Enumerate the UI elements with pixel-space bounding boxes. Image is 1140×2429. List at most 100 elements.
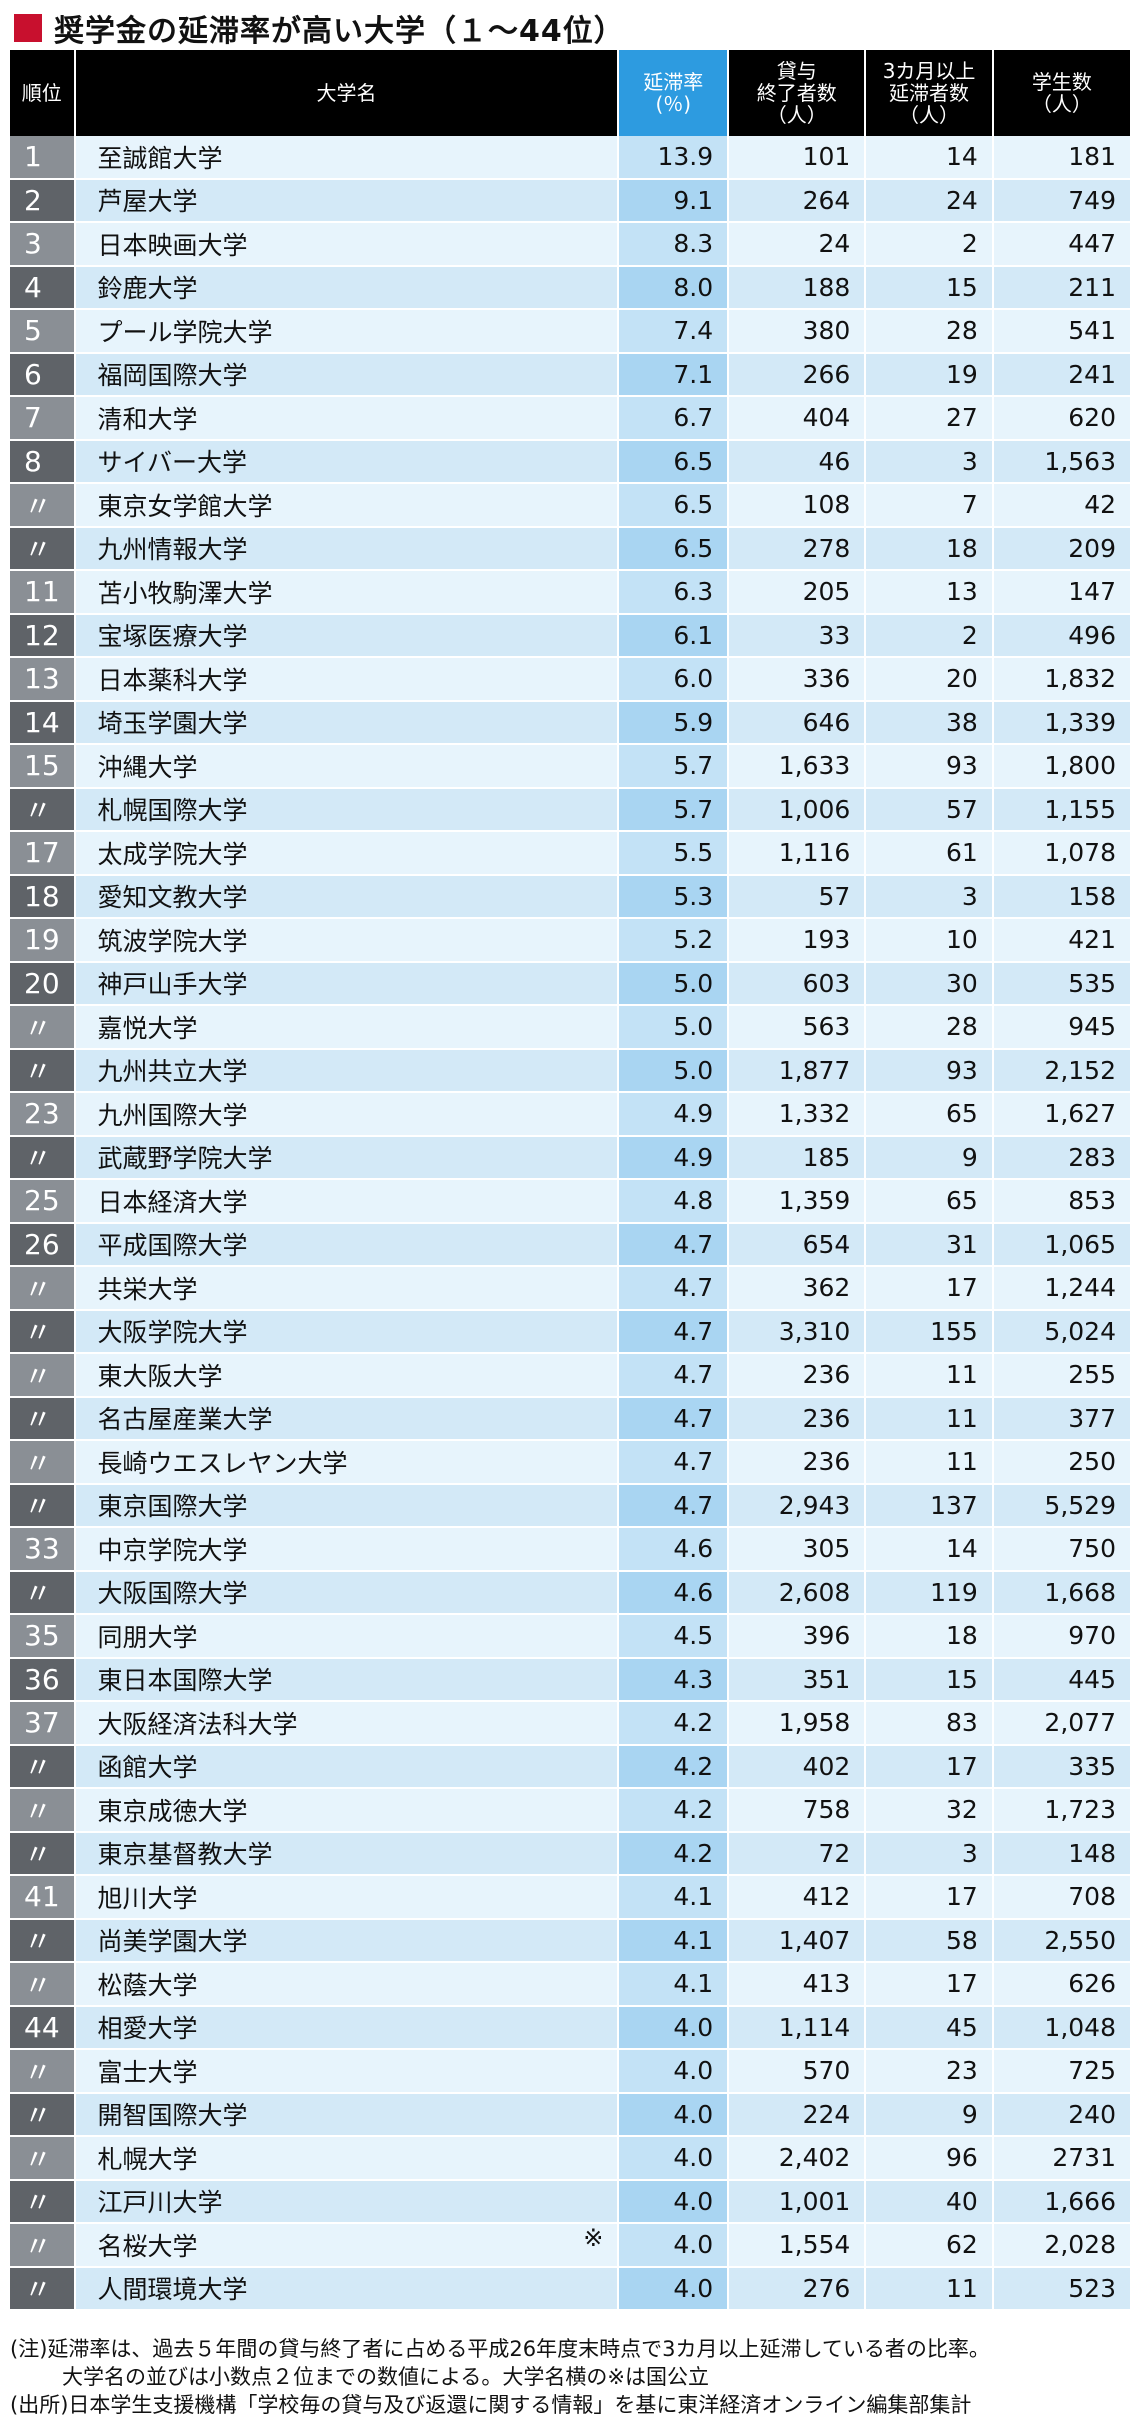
rank-cell-text: 18 — [24, 879, 60, 913]
rank-cell-text: 23 — [24, 1097, 60, 1131]
loan-finished-count-cell-text: 351 — [802, 1664, 851, 1694]
student-count-cell-text: 1,666 — [1044, 2186, 1116, 2216]
student-count-cell-text: 620 — [1068, 403, 1116, 433]
delinquency-rate-cell: 6.0 — [618, 657, 730, 702]
rank-cell: 〃 — [10, 1396, 76, 1441]
student-count-cell-text: 1,244 — [1044, 1273, 1116, 1303]
delinquent-count-cell-text: 93 — [945, 1055, 978, 1085]
student-count-cell-text: 2731 — [1052, 2143, 1116, 2173]
delinquent-count-cell: 10 — [865, 918, 994, 963]
loan-finished-count-cell-text: 654 — [802, 1229, 851, 1259]
student-count-cell: 377 — [992, 1396, 1130, 1441]
student-count-cell: 1,832 — [992, 657, 1130, 702]
loan-finished-count-cell-text: 57 — [818, 881, 851, 911]
delinquency-rate-cell: 6.1 — [618, 613, 730, 658]
rank-cell: 〃 — [10, 2266, 76, 2311]
loan-finished-count-cell-text: 603 — [802, 968, 851, 998]
delinquency-rate-cell-text: 5.7 — [673, 794, 714, 824]
table-row: 2 芦屋大学 9.1 264 24 749 — [10, 178, 1130, 223]
delinquency-rate-cell: 8.0 — [618, 265, 730, 310]
student-count-cell-text: 5,024 — [1044, 1316, 1116, 1346]
rank-cell: 11 — [10, 570, 76, 615]
table-row: 〃 東大阪大学 4.7 236 11 255 — [10, 1353, 1130, 1398]
university-name-cell: 平成国際大学 — [74, 1222, 620, 1267]
university-name-cell-text: 東京国際大学 — [97, 1492, 248, 1522]
table-row: 18 愛知文教大学 5.3 57 3 158 — [10, 874, 1130, 919]
table-row: 14 埼玉学園大学 5.9 646 38 1,339 — [10, 700, 1130, 745]
student-count-cell: 1,155 — [992, 787, 1130, 832]
university-name-cell-text: 芦屋大学 — [97, 187, 198, 217]
university-name-cell-text: 大阪学院大学 — [97, 1318, 248, 1348]
loan-finished-count-cell: 1,359 — [728, 1179, 867, 1224]
rank-cell-text: 〃 — [24, 1925, 53, 1959]
rank-cell-text: 〃 — [24, 2055, 53, 2089]
university-name-cell: 日本経済大学 — [74, 1179, 620, 1224]
student-count-cell-text: 240 — [1068, 2099, 1116, 2129]
university-name-cell: 日本薬科大学 — [74, 657, 620, 702]
delinquency-rate-cell: 13.9 — [618, 136, 730, 180]
rank-cell: 〃 — [10, 1962, 76, 2007]
student-count-cell: 708 — [992, 1875, 1130, 1920]
student-count-cell: 1,048 — [992, 2005, 1130, 2050]
student-count-cell: 148 — [992, 1831, 1130, 1876]
delinquent-count-cell: 15 — [865, 1657, 994, 1702]
student-count-cell-text: 496 — [1068, 620, 1116, 650]
university-name-cell-text: 函館大学 — [97, 1753, 198, 1783]
rank-cell-text: 14 — [24, 705, 60, 739]
delinquency-rate-cell: 6.3 — [618, 570, 730, 615]
student-count-cell-text: 2,550 — [1044, 1925, 1116, 1955]
rank-cell: 〃 — [10, 2092, 76, 2137]
delinquent-count-cell: 96 — [865, 2136, 994, 2181]
rank-cell-text: 〃 — [24, 1751, 53, 1785]
delinquent-count-cell: 18 — [865, 1614, 994, 1659]
university-name-cell-text: 日本経済大学 — [97, 1187, 248, 1217]
delinquent-count-cell: 119 — [865, 1570, 994, 1615]
loan-finished-count-cell: 1,006 — [728, 787, 867, 832]
rank-cell-text: 13 — [24, 662, 60, 696]
university-name-cell-text: 開智国際大学 — [97, 2101, 248, 2131]
loan-finished-count-cell: 24 — [728, 222, 867, 267]
delinquent-count-cell: 19 — [865, 352, 994, 397]
rank-cell-text: 3 — [24, 227, 42, 261]
student-count-cell-text: 250 — [1068, 1447, 1116, 1477]
delinquent-count-cell: 45 — [865, 2005, 994, 2050]
loan-finished-count-cell: 236 — [728, 1396, 867, 1441]
table-row: 35 同朋大学 4.5 396 18 970 — [10, 1614, 1130, 1659]
delinquency-rate-cell: 4.7 — [618, 1266, 730, 1311]
student-count-cell-text: 147 — [1068, 577, 1116, 607]
student-count-cell-text: 1,155 — [1044, 794, 1116, 824]
loan-finished-count-cell: 351 — [728, 1657, 867, 1702]
university-name-cell: 長崎ウエスレヤン大学 — [74, 1440, 620, 1485]
delinquency-rate-cell-text: 6.5 — [673, 533, 714, 563]
delinquent-count-cell-text: 27 — [945, 403, 978, 433]
student-count-cell-text: 541 — [1068, 316, 1116, 346]
table-row: 7 清和大学 6.7 404 27 620 — [10, 396, 1130, 441]
delinquency-rate-cell: 4.1 — [618, 1962, 730, 2007]
student-count-cell: 421 — [992, 918, 1130, 963]
university-name-cell-text: 愛知文教大学 — [97, 883, 248, 913]
rank-cell: 3 — [10, 222, 76, 267]
delinquency-rate-cell: 9.1 — [618, 178, 730, 223]
student-count-cell-text: 1,065 — [1044, 1229, 1116, 1259]
loan-finished-count-cell: 413 — [728, 1962, 867, 2007]
university-name-cell-text: プール学院大学 — [97, 317, 273, 347]
rank-cell: 7 — [10, 396, 76, 441]
university-name-cell: 大阪学院大学 — [74, 1309, 620, 1354]
university-name-cell: 愛知文教大学 — [74, 874, 620, 919]
loan-finished-count-cell: 1,877 — [728, 1048, 867, 1093]
university-name-cell: 神戸山手大学 — [74, 961, 620, 1006]
rank-cell: 35 — [10, 1614, 76, 1659]
delinquent-count-cell-text: 3 — [961, 446, 978, 476]
loan-finished-count-cell-text: 33 — [818, 620, 851, 650]
university-name-cell: 東京基督教大学 — [74, 1831, 620, 1876]
delinquency-rate-cell: 4.3 — [618, 1657, 730, 1702]
delinquent-count-cell-text: 38 — [945, 707, 978, 737]
loan-finished-count-cell-text: 2,402 — [778, 2143, 851, 2173]
rank-cell-text: 20 — [24, 966, 60, 1000]
delinquency-rate-cell-text: 4.6 — [673, 1577, 714, 1607]
delinquency-rate-cell: 4.7 — [618, 1222, 730, 1267]
university-name-cell-text: 清和大学 — [97, 404, 198, 434]
student-count-cell-text: 241 — [1068, 359, 1116, 389]
rank-cell-text: 7 — [24, 401, 42, 435]
university-name-cell: 富士大学 — [74, 2049, 620, 2094]
